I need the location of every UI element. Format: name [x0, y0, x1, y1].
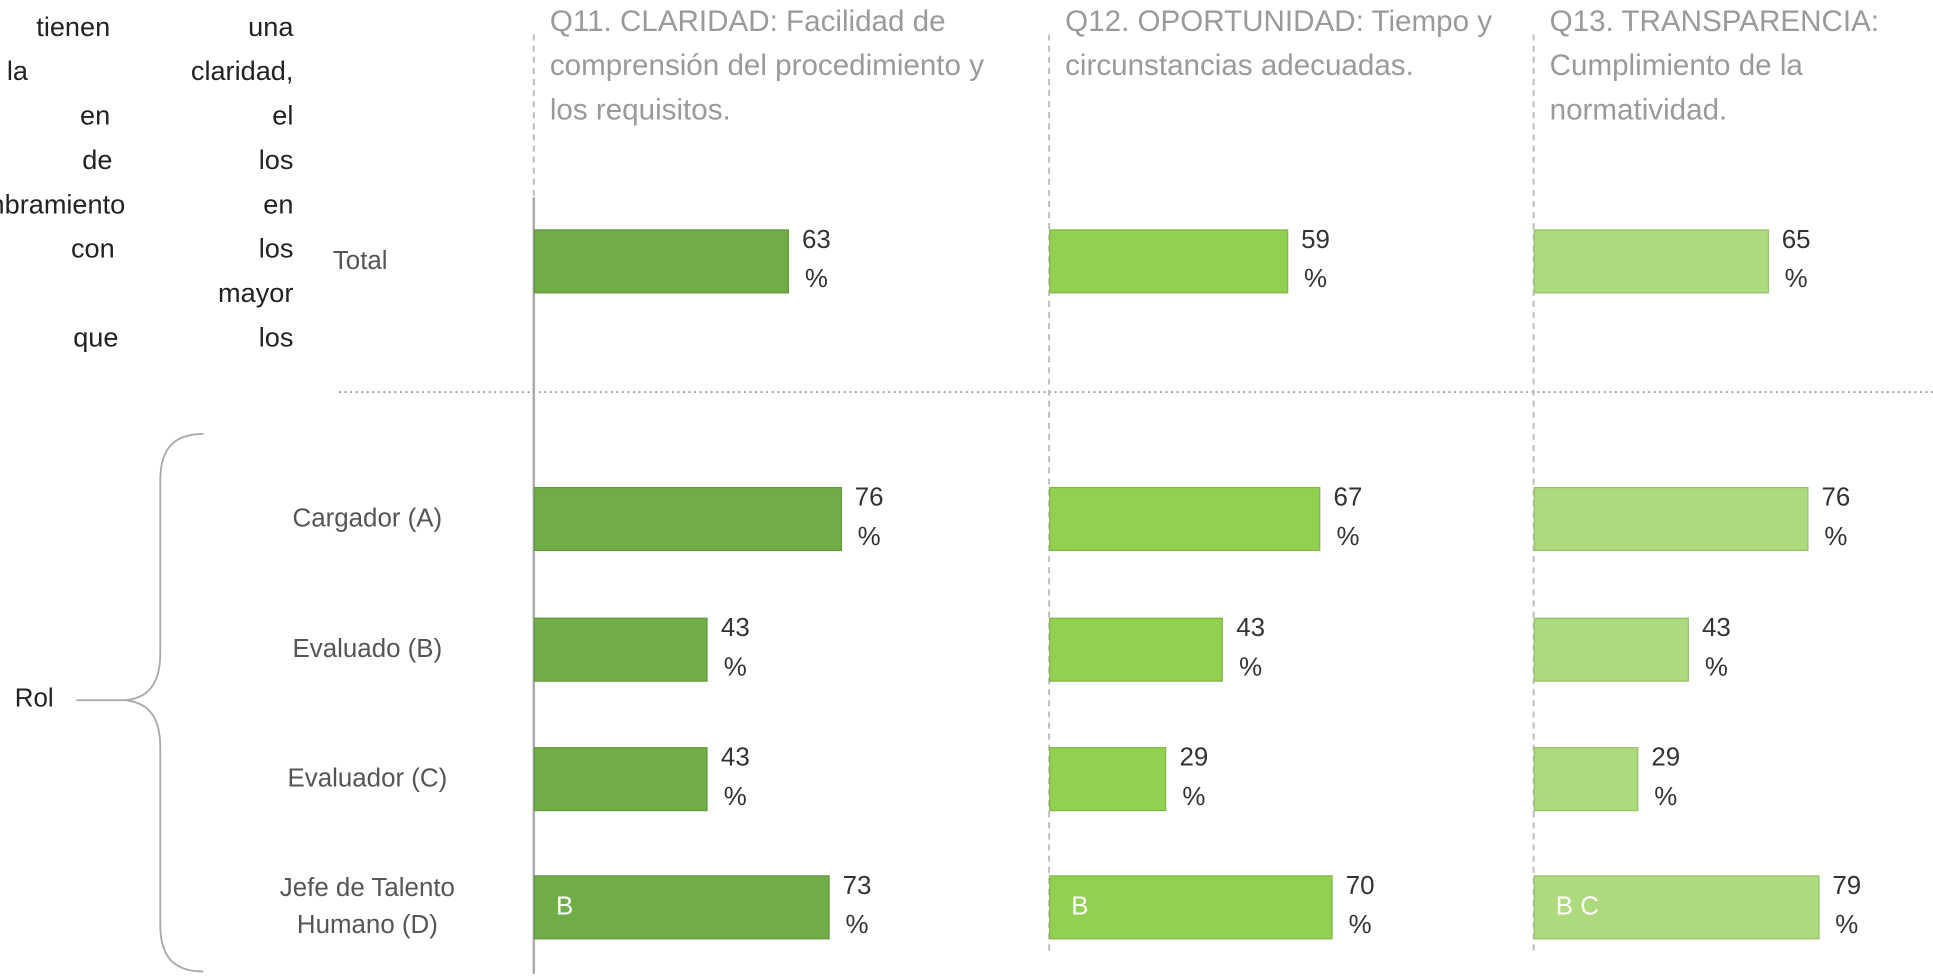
brace — [125, 433, 204, 973]
bar — [1049, 875, 1334, 940]
paragraph-line: humano tienen una — [0, 11, 294, 42]
bar — [1049, 617, 1224, 682]
bar — [1533, 486, 1809, 552]
value-label: 70 % — [1345, 871, 1375, 940]
category-label: Jefe de Talento Humano (D) — [279, 874, 455, 940]
group-label: Rol — [14, 684, 54, 713]
paragraph-line: con la claridad, — [0, 55, 294, 87]
value-label: 63 % — [802, 225, 831, 294]
category-label: Evaluador (C) — [287, 764, 448, 793]
paragraph-line: sparencia en el — [0, 99, 294, 131]
bar — [1533, 747, 1639, 812]
paragraph-line: publicación de los — [0, 144, 294, 176]
bar — [1049, 229, 1289, 294]
bar — [533, 875, 830, 940]
value-label: 76 % — [1821, 483, 1851, 552]
value-label: 43 % — [720, 613, 750, 682]
value-label: 29 % — [1651, 743, 1681, 812]
chart-title: Q13. TRANSPARENCIA: Cumplimiento de la n… — [1549, 4, 1880, 127]
value-label: 73 % — [842, 871, 872, 940]
chart-title: Q11. CLARIDAD: Facilidad de comprensión … — [549, 4, 985, 127]
bar — [533, 747, 709, 812]
bar — [1049, 747, 1167, 812]
bar — [533, 617, 709, 682]
value-label: 29 % — [1179, 743, 1209, 812]
chart-title: Q12. OPORTUNIDAD: Tiempo y circunstancia… — [1065, 4, 1493, 83]
value-label: 43 % — [1702, 613, 1731, 682]
paragraph-line: tienen mayor — [0, 277, 294, 309]
value-label: 43 % — [720, 743, 750, 812]
value-label: 76 % — [854, 483, 884, 552]
value-label: 65 % — [1781, 225, 1811, 294]
paragraph-line: mparación con los — [0, 232, 294, 264]
bar — [1533, 229, 1769, 294]
bar — [1533, 617, 1690, 682]
bar — [1049, 486, 1321, 552]
category-label: Evaluado (B) — [292, 634, 443, 664]
bar-annotation: B — [1071, 892, 1089, 921]
bar-annotation: B — [555, 892, 574, 921]
value-label: 67 % — [1333, 483, 1363, 552]
paragraph-line: nsparencia que los — [0, 321, 294, 353]
value-label: 43 % — [1236, 613, 1266, 682]
bar — [533, 229, 790, 294]
category-label: Cargador (A) — [292, 504, 443, 533]
bar — [533, 486, 843, 552]
paragraph-line: y nombramiento en — [0, 188, 294, 220]
value-label: 59 % — [1301, 225, 1330, 294]
bar — [1533, 875, 1820, 940]
category-label: Total — [332, 246, 388, 275]
bar-annotation: B C — [1555, 892, 1599, 921]
value-label: 79 % — [1832, 871, 1862, 940]
